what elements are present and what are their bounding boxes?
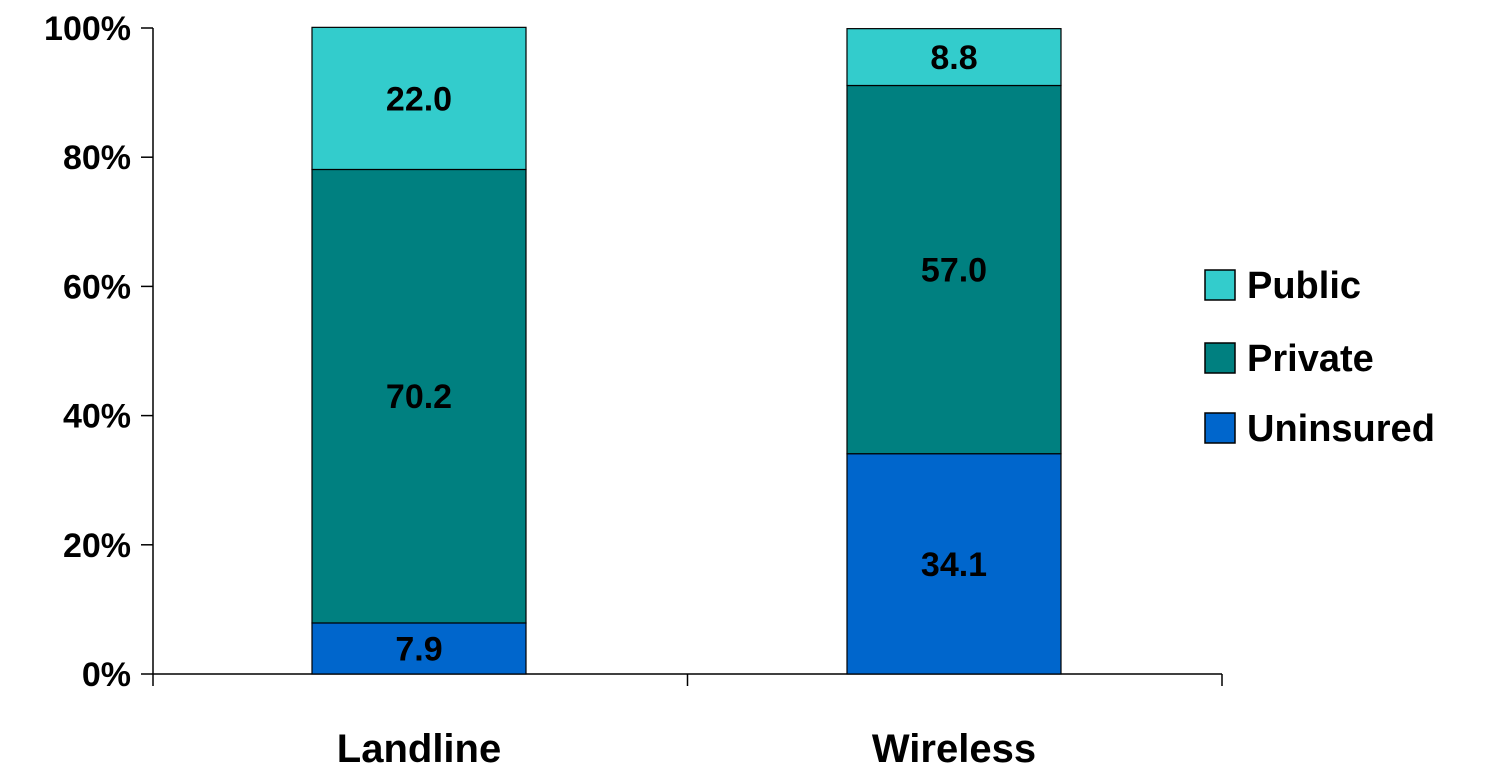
- y-tick-label: 80%: [63, 139, 131, 177]
- bar-segment-private: [311, 168, 527, 624]
- legend-label-private: Private: [1247, 338, 1374, 380]
- data-label: 7.9: [395, 630, 442, 668]
- data-label: 70.2: [386, 378, 452, 416]
- data-label: 34.1: [921, 546, 987, 584]
- data-label: 8.8: [930, 39, 977, 77]
- x-category-label: Landline: [337, 727, 501, 767]
- data-labels: 7.9 70.2 22.0 34.1 57.0 8.8: [386, 39, 987, 668]
- data-label: 22.0: [386, 80, 452, 118]
- legend-swatch-public: [1204, 269, 1236, 301]
- y-tick-label: 100%: [44, 10, 131, 48]
- legend: Public Private Uninsured: [1204, 265, 1435, 450]
- x-category-label: Wireless: [872, 727, 1036, 767]
- bar-segment-private: [846, 84, 1062, 455]
- legend-swatch-uninsured: [1204, 412, 1236, 444]
- legend-label-public: Public: [1247, 265, 1361, 307]
- y-tick-label: 0%: [82, 656, 131, 694]
- legend-swatch-private: [1204, 342, 1236, 374]
- bar-segment-uninsured: [846, 453, 1062, 675]
- axes: 0% 20% 40% 60% 80% 100% Landline Wireless: [44, 10, 1223, 771]
- y-tick-label: 60%: [63, 268, 131, 306]
- bars: [311, 26, 1062, 675]
- y-tick-label: 40%: [63, 398, 131, 436]
- legend-label-uninsured: Uninsured: [1247, 408, 1435, 450]
- y-tick-label: 20%: [63, 527, 131, 565]
- bar-segment-public: [311, 26, 527, 171]
- bar-segment-public: [846, 28, 1062, 87]
- data-label: 57.0: [921, 252, 987, 290]
